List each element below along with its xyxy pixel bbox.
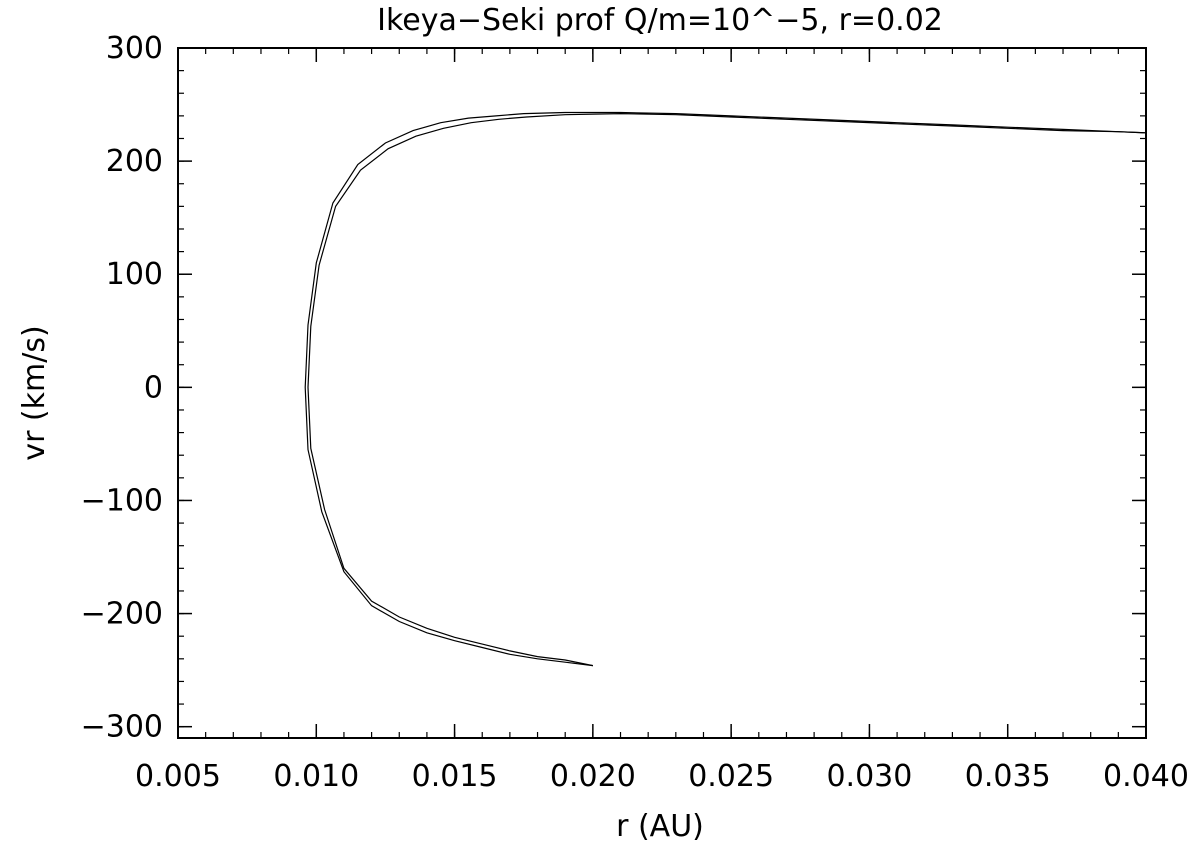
x-tick-label: 0.015	[412, 759, 498, 794]
plot-frame	[177, 47, 1147, 739]
x-tick-label: 0.035	[965, 759, 1051, 794]
y-tick-label: 0	[144, 370, 163, 405]
y-tick-label: 200	[106, 144, 163, 179]
y-tick-label: −100	[81, 483, 163, 518]
plot-lines	[304, 111, 1147, 667]
series-line-1	[304, 111, 1147, 667]
x-tick-label: 0.020	[550, 759, 636, 794]
y-tick-label: 100	[106, 257, 163, 292]
y-axis-ticks: −300 −200 −100 0 100 200 300	[81, 31, 1146, 745]
x-axis-ticks: 0.005 0.010 0.015 0.020 0.025 0.030 0.035 0.040	[135, 48, 1189, 794]
x-tick-label: 0.005	[135, 759, 221, 794]
x-tick-label: 0.040	[1103, 759, 1189, 794]
y-tick-label: 300	[106, 31, 163, 66]
x-tick-label: 0.025	[688, 759, 774, 794]
y-tick-label: −200	[81, 597, 163, 632]
series-line-2	[307, 112, 1147, 667]
chart-title: Ikeya−Seki prof Q/m=10^−5, r=0.02	[377, 3, 943, 38]
x-tick-label: 0.030	[826, 759, 912, 794]
y-tick-label: −300	[81, 710, 163, 745]
x-tick-label: 0.010	[273, 759, 359, 794]
y-axis-label: vr (km/s)	[17, 325, 52, 460]
x-axis-label: r (AU)	[616, 809, 704, 844]
